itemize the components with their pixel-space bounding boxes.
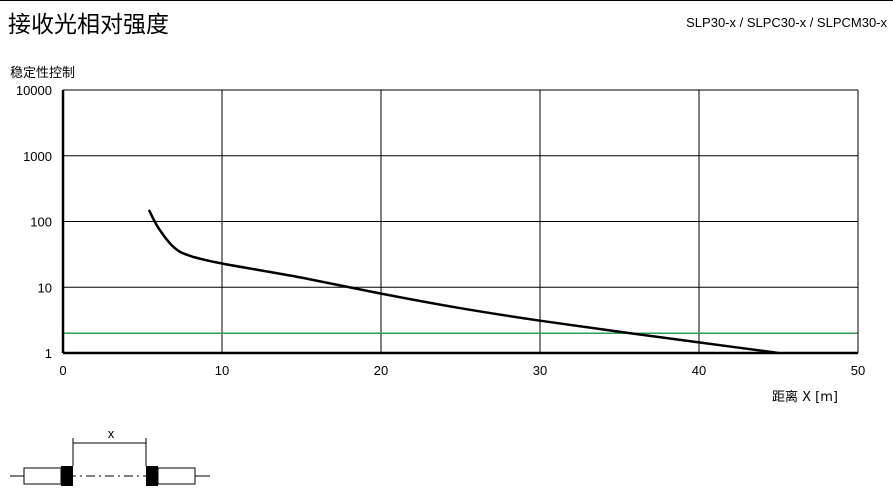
emitter-body (23, 467, 62, 485)
sensor-diagram: x (10, 426, 210, 486)
y-tick-label-10000: 10000 (16, 83, 52, 98)
y-tick-label-100: 100 (30, 215, 52, 230)
model-numbers: SLP30-x / SLPC30-x / SLPCM30-x (686, 15, 887, 30)
x-tick-labels: 0 10 20 30 40 50 (59, 363, 865, 378)
x-tick-label-20: 20 (374, 363, 388, 378)
series-line-0 (147, 209, 779, 355)
receiver-body (157, 467, 196, 485)
curve-layer (147, 209, 779, 355)
dimension-label: x (108, 426, 115, 441)
x-tick-label-50: 50 (851, 363, 865, 378)
x-tick-label-30: 30 (533, 363, 547, 378)
y-axis-label: 稳定性控制 (10, 65, 75, 81)
receiver-lens-icon (146, 466, 158, 486)
y-tick-labels: 1 10 100 1000 10000 (16, 83, 52, 361)
page-title: 接收光相对强度 (8, 12, 169, 38)
emitter-lens-icon (61, 466, 73, 486)
plot-frame (61, 89, 859, 355)
x-axis-label: 距离 X [m] (772, 389, 838, 405)
x-tick-label-10: 10 (215, 363, 229, 378)
y-tick-label-10: 10 (38, 280, 52, 295)
y-tick-label-1000: 1000 (23, 149, 52, 164)
grid-lines (63, 90, 858, 353)
x-tick-label-0: 0 (59, 363, 66, 378)
top-rule (0, 0, 893, 1)
y-tick-label-1: 1 (45, 346, 52, 361)
x-tick-label-40: 40 (692, 363, 706, 378)
